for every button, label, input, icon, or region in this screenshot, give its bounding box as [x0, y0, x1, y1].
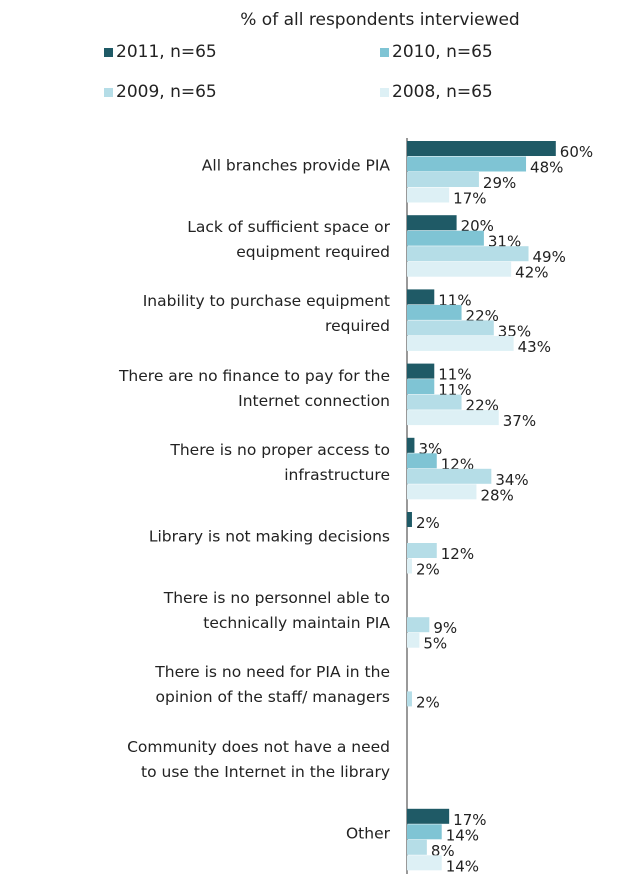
bar	[407, 484, 477, 500]
bar	[407, 289, 435, 305]
value-label: 14%	[446, 857, 479, 874]
value-label: 17%	[453, 811, 486, 829]
category-label: Community does not have a need to use th…	[127, 737, 390, 781]
category-label: Lack of sufficient space or equipment re…	[187, 218, 390, 262]
bar	[407, 261, 512, 277]
bar	[407, 468, 492, 484]
legend-swatch	[380, 88, 389, 97]
bar	[407, 437, 415, 453]
value-label: 48%	[530, 159, 563, 177]
bar	[407, 691, 412, 707]
value-label: 2%	[416, 514, 440, 532]
legend-label: 2011, n=65	[116, 42, 217, 62]
bar	[407, 335, 514, 351]
value-label: 43%	[518, 338, 551, 356]
bar	[407, 394, 462, 410]
bar	[407, 246, 529, 262]
legend-title: % of all respondents interviewed	[240, 10, 519, 30]
category-label: There is no proper access to infrastruct…	[170, 440, 390, 484]
bar	[407, 304, 462, 320]
category-label: There is no need for PIA in the opinion …	[155, 663, 390, 707]
value-label: 17%	[453, 190, 486, 208]
value-label: 11%	[438, 366, 471, 384]
category-label: There are no finance to pay for the Inte…	[118, 366, 390, 410]
legend-swatch	[104, 48, 113, 57]
bar	[407, 156, 527, 172]
bar	[407, 363, 435, 379]
value-label: 2%	[416, 693, 440, 711]
bar	[407, 230, 484, 246]
legend-label: 2008, n=65	[392, 82, 493, 102]
category-label: Other	[345, 824, 390, 843]
bar	[407, 512, 412, 527]
legend-swatch	[104, 88, 113, 97]
value-label: 12%	[441, 545, 474, 563]
value-label: 5%	[423, 635, 447, 653]
value-label: 37%	[503, 412, 536, 430]
value-label: 60%	[560, 143, 593, 161]
bar	[407, 824, 442, 840]
bar	[407, 379, 435, 395]
bar	[407, 141, 556, 156]
legend-label: 2010, n=65	[392, 42, 493, 62]
category-label: Inability to purchase equipment required	[142, 292, 390, 336]
bar	[407, 617, 430, 633]
category-label: Library is not making decisions	[148, 527, 390, 546]
bar	[407, 808, 450, 824]
bar	[407, 215, 457, 231]
value-label: 34%	[495, 471, 528, 489]
category-label: All branches provide PIA	[201, 156, 390, 175]
value-label: 49%	[533, 248, 566, 266]
bar	[407, 855, 442, 871]
value-label: 29%	[483, 174, 516, 192]
bar	[407, 558, 412, 574]
value-label: 9%	[433, 619, 457, 637]
value-label: 2%	[416, 561, 440, 579]
value-label: 42%	[515, 264, 548, 282]
legend-label: 2009, n=65	[116, 82, 217, 102]
legend-swatch	[380, 48, 389, 57]
bar	[407, 839, 427, 855]
category-label: There is no personnel able to technicall…	[163, 589, 390, 633]
value-label: 14%	[446, 826, 479, 844]
bar	[407, 187, 450, 203]
value-label: 28%	[480, 486, 513, 504]
bar	[407, 632, 420, 648]
bar	[407, 453, 437, 469]
bar	[407, 172, 479, 187]
bar	[407, 320, 494, 336]
bar	[407, 410, 499, 426]
bar	[407, 543, 437, 558]
